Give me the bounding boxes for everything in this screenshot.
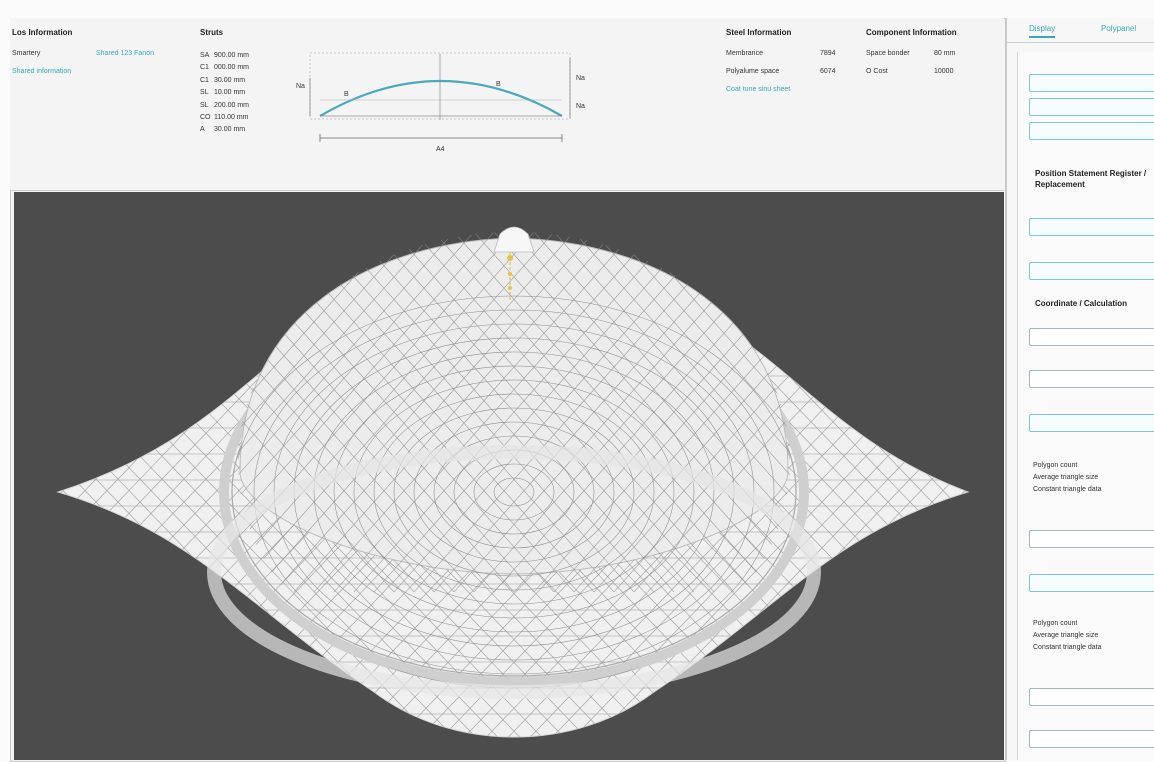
strut-row: SL 10.00 mm: [200, 89, 246, 97]
los-info-title: Los Information: [12, 28, 73, 37]
apex-marker-icon: [507, 252, 513, 300]
component-info-title: Component Information: [866, 28, 957, 37]
input-field-5[interactable]: [1029, 262, 1154, 280]
properties-sidepanel: Display Polypanel Position Statement Reg…: [1006, 18, 1154, 760]
position-register-heading: Position Statement Register / Replacemen…: [1035, 169, 1147, 189]
los-info-label: Smartery: [12, 50, 41, 57]
struts-list: SA 900.00 mm C1 000.00 mm C1 30.00 mm SL 10.…: [200, 50, 249, 137]
los-info-value[interactable]: Shared 123 Fanon: [96, 50, 154, 57]
stats-group-2: Polygon count Average triangle size Cons…: [1033, 620, 1102, 651]
input-field-7[interactable]: [1029, 370, 1154, 388]
input-field-6[interactable]: [1029, 328, 1154, 346]
profile-left-label: Na: [296, 83, 305, 90]
stats-group-1: Polygon count Average triangle size Cons…: [1033, 462, 1102, 493]
shared-info-link[interactable]: Shared information: [12, 68, 72, 75]
sidepanel-content: [1017, 52, 1154, 760]
steel-row1-label: Membrance: [726, 50, 763, 57]
steel-row2-label: Polyalume space: [726, 68, 780, 75]
dome-profile-diagram: Na Na Na B B A4: [296, 52, 585, 153]
steel-row1-value: 7894: [820, 50, 836, 57]
strut-row: SL 200.00 mm: [200, 101, 250, 109]
component-row2-value: 10000: [934, 68, 954, 75]
steel-link[interactable]: Coat tune sinu sheet: [726, 86, 791, 93]
strut-row: SA 900.00 mm: [200, 52, 250, 59]
strut-row: CO 110.00 mm: [200, 114, 249, 122]
coordinate-heading: Coordinate / Calculation: [1035, 299, 1128, 308]
profile-right-top-label: Na: [576, 75, 585, 82]
profile-bottom-label: A4: [436, 146, 445, 153]
input-field-3[interactable]: [1029, 122, 1154, 140]
component-row1-value: 80 mm: [934, 50, 956, 57]
sidepanel-tabbar: Display Polypanel: [1007, 18, 1154, 43]
info-panel: Los Information Smartery Shared 123 Fano…: [10, 18, 1004, 191]
dome-mesh-render: [56, 226, 970, 738]
struts-title: Struts: [200, 28, 224, 37]
tab-polypanel[interactable]: Polypanel: [1101, 24, 1137, 33]
profile-right-bottom-label: Na: [576, 103, 585, 110]
input-field-10[interactable]: [1029, 574, 1154, 592]
input-field-8[interactable]: [1029, 414, 1154, 432]
3d-viewport[interactable]: [14, 192, 1004, 760]
input-field-4[interactable]: [1029, 218, 1154, 236]
component-row2-label: O Cost: [866, 68, 888, 75]
input-field-12[interactable]: [1029, 730, 1154, 748]
strut-row: A 30.00 mm: [200, 126, 246, 134]
input-field-1[interactable]: [1029, 74, 1154, 92]
component-row1-label: Space bonder: [866, 50, 910, 57]
steel-info-title: Steel Information: [726, 28, 792, 37]
tab-display[interactable]: Display: [1029, 24, 1056, 38]
profile-inner-left-label: B: [344, 91, 349, 98]
input-field-11[interactable]: [1029, 688, 1154, 706]
input-field-2[interactable]: [1029, 98, 1154, 116]
steel-row2-value: 6074: [820, 68, 836, 75]
profile-inner-right-label: B: [496, 81, 501, 88]
strut-row: C1 000.00 mm: [200, 64, 250, 72]
input-field-9[interactable]: [1029, 530, 1154, 548]
strut-row: C1 30.00 mm: [200, 76, 246, 84]
